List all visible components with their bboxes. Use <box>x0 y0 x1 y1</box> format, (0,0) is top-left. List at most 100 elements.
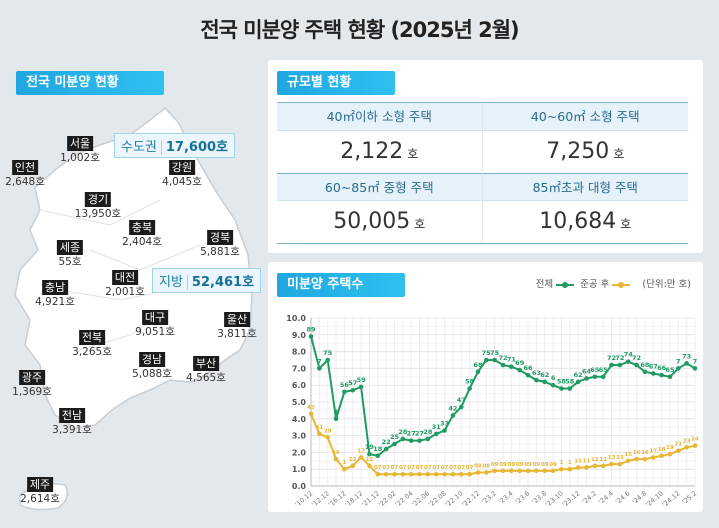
region-value: 1,002호 <box>60 152 100 164</box>
region-value: 1,369호 <box>12 386 52 398</box>
data-point <box>442 428 447 433</box>
region-label: 경남 5,088호 <box>132 352 172 381</box>
y-tick-label: 4.0 <box>292 415 307 424</box>
x-tick-label: '22.04 <box>394 489 415 508</box>
data-label: 07 <box>457 465 465 471</box>
data-point <box>383 471 389 477</box>
size-cell: 85㎡초과 대형 주택 10,684 호 <box>482 173 688 243</box>
data-point <box>475 369 481 375</box>
region-label: 대전 2,001호 <box>105 270 145 299</box>
data-label: 74 <box>624 351 634 359</box>
region-value: 2,648호 <box>5 176 45 188</box>
data-label: 4 <box>334 408 339 416</box>
data-label: 42 <box>448 404 457 412</box>
data-label: 07 <box>424 465 432 471</box>
region-label: 서울 1,002호 <box>60 136 100 165</box>
data-point <box>667 374 673 380</box>
data-point <box>417 471 422 477</box>
region-value: 2,001호 <box>105 286 145 298</box>
x-tick-label: '22.06 <box>410 489 431 508</box>
data-point <box>375 453 381 459</box>
data-point <box>550 468 556 474</box>
data-label: 75 <box>323 349 333 357</box>
region-label: 광주 1,369호 <box>12 370 52 399</box>
region-name: 충남 <box>41 280 69 295</box>
data-point <box>509 468 514 474</box>
region-name: 서울 <box>66 136 94 151</box>
region-value: 3,391호 <box>52 424 92 436</box>
size-grid: 40㎡이하 소형 주택 2,122 호 40~60㎡ 소형 주택 7,250 호 60~… <box>277 102 688 244</box>
x-tick-label: '21.12 <box>360 489 381 508</box>
data-point <box>634 362 639 368</box>
data-label: 16 <box>641 450 649 456</box>
data-point <box>350 387 356 393</box>
data-point <box>509 364 514 370</box>
data-point <box>542 379 548 385</box>
data-label: 27 <box>407 430 416 438</box>
legend: 전체 준공 후 (단위:만 호) <box>536 276 691 290</box>
data-point <box>634 456 639 462</box>
data-point <box>392 441 397 447</box>
data-point <box>617 461 623 467</box>
local-value: 52,461호 <box>186 275 255 290</box>
data-point <box>617 362 623 368</box>
x-tick-label: '24.6 <box>614 489 632 506</box>
data-label: 18 <box>658 447 666 453</box>
region-name: 울산 <box>223 312 251 327</box>
data-label: 07 <box>399 465 407 471</box>
y-tick-label: 2.0 <box>292 448 307 457</box>
data-label: 07 <box>449 465 457 471</box>
data-label: 11 <box>574 459 582 465</box>
legend-completed-marker-icon <box>612 281 631 288</box>
data-label: 13 <box>616 455 624 461</box>
map-tag: 전국 미분양 현황 <box>16 71 164 95</box>
region-value: 13,950호 <box>74 208 122 220</box>
data-label: 09 <box>549 462 557 468</box>
data-point <box>342 389 347 395</box>
data-label: 07 <box>374 465 382 471</box>
data-point <box>659 372 664 378</box>
x-tick-label: '22.08 <box>427 489 448 508</box>
size-label: 60~85㎡ 중형 주택 <box>277 173 482 201</box>
data-point <box>358 455 364 460</box>
data-point <box>684 445 689 450</box>
size-unit: 호 <box>407 147 419 161</box>
region-name: 전남 <box>58 408 86 423</box>
data-point <box>467 471 472 477</box>
data-label: 15 <box>624 452 632 458</box>
data-point <box>342 466 347 472</box>
region-value: 2,404호 <box>122 236 162 248</box>
data-label: 08 <box>474 464 482 470</box>
data-point <box>525 468 531 474</box>
data-point <box>667 451 673 457</box>
data-point <box>609 362 614 368</box>
data-point <box>408 438 414 443</box>
data-label: 07 <box>407 465 415 471</box>
legend-completed-label: 준공 후 <box>580 279 610 290</box>
size-cell: 40㎡이하 소형 주택 2,122 호 <box>277 103 483 173</box>
data-point <box>525 372 531 378</box>
data-label: 13 <box>608 455 616 461</box>
region-value: 9,051호 <box>135 326 175 338</box>
data-label: 66 <box>657 364 667 372</box>
data-point <box>492 357 497 363</box>
x-tick-label: '18.12 <box>344 489 365 508</box>
data-label: 72 <box>632 354 641 362</box>
data-label: 73 <box>682 352 691 360</box>
data-label: 1 <box>568 460 572 466</box>
region-label: 인천 2,648호 <box>5 160 45 189</box>
size-value: 2,122 <box>340 139 404 164</box>
data-point <box>458 471 464 477</box>
data-point <box>325 434 330 440</box>
data-label: 68 <box>473 361 483 369</box>
data-label: 63 <box>532 369 541 377</box>
data-label: 75 <box>490 349 500 357</box>
data-label: 08 <box>482 464 490 470</box>
data-point <box>484 470 489 475</box>
data-point <box>500 362 506 368</box>
y-tick-label: 1.0 <box>292 465 307 474</box>
size-cell: 60~85㎡ 중형 주택 50,005 호 <box>277 173 483 243</box>
region-label: 충북 2,404호 <box>122 220 162 249</box>
data-point <box>584 465 589 470</box>
x-tick-label: '24.12 <box>661 489 682 508</box>
